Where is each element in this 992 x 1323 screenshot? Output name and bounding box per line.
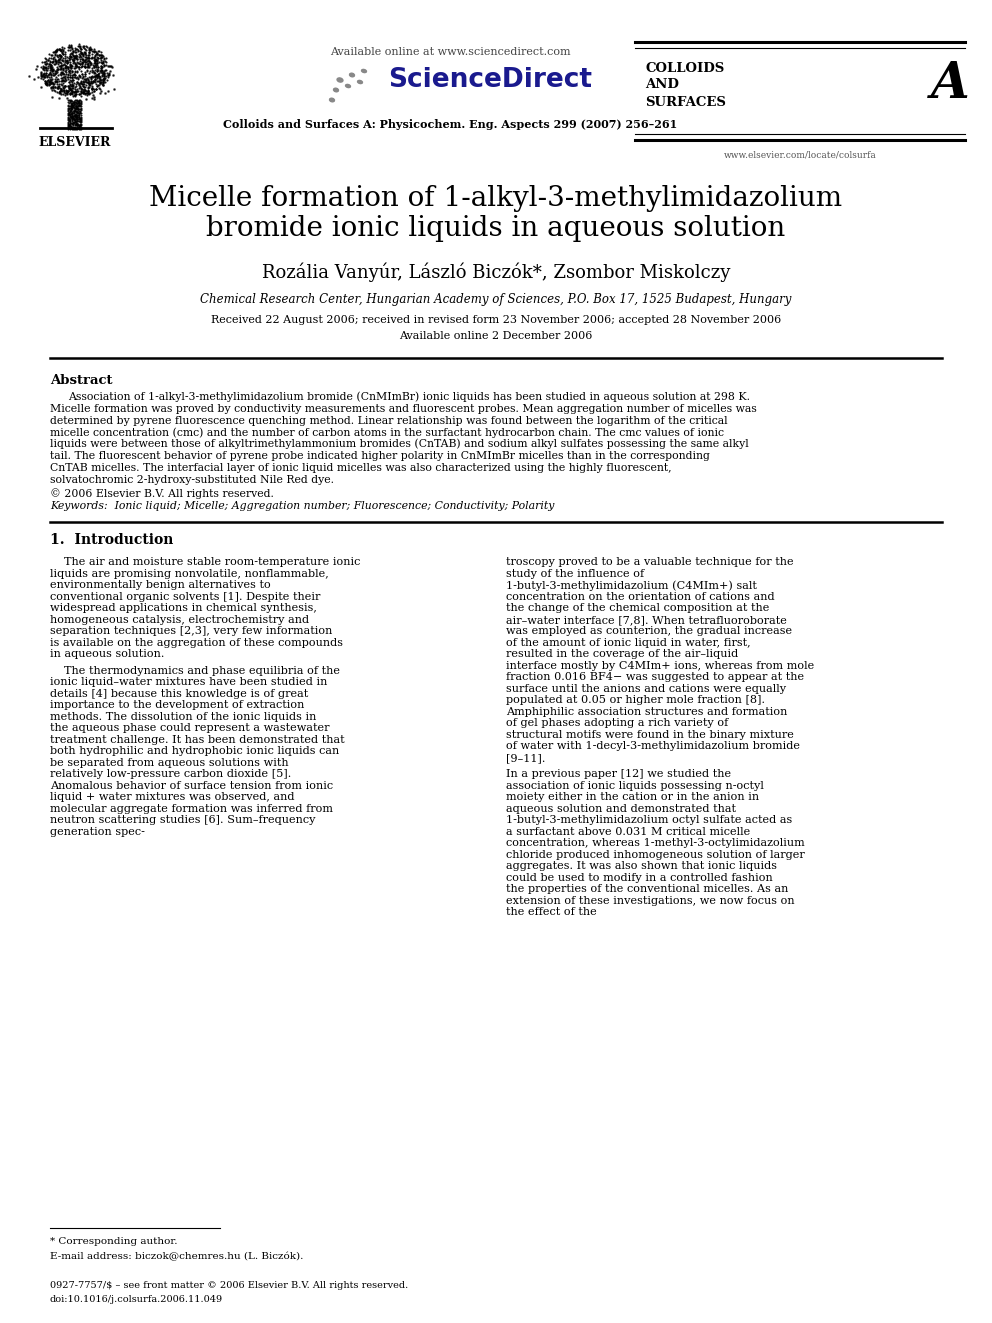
Text: in aqueous solution.: in aqueous solution. bbox=[50, 650, 165, 659]
Text: environmentally benign alternatives to: environmentally benign alternatives to bbox=[50, 581, 271, 590]
Text: © 2006 Elsevier B.V. All rights reserved.: © 2006 Elsevier B.V. All rights reserved… bbox=[50, 488, 274, 499]
Text: the effect of the: the effect of the bbox=[506, 908, 597, 917]
Text: details [4] because this knowledge is of great: details [4] because this knowledge is of… bbox=[50, 689, 309, 699]
Text: Micelle formation of 1-alkyl-3-methylimidazolium: Micelle formation of 1-alkyl-3-methylimi… bbox=[150, 184, 842, 212]
Text: solvatochromic 2-hydroxy-substituted Nile Red dye.: solvatochromic 2-hydroxy-substituted Nil… bbox=[50, 475, 334, 484]
Text: the aqueous phase could represent a wastewater: the aqueous phase could represent a wast… bbox=[50, 724, 329, 733]
Text: A: A bbox=[930, 61, 969, 110]
Text: CnTAB micelles. The interfacial layer of ionic liquid micelles was also characte: CnTAB micelles. The interfacial layer of… bbox=[50, 463, 672, 472]
Text: 0927-7757/$ – see front matter © 2006 Elsevier B.V. All rights reserved.: 0927-7757/$ – see front matter © 2006 El… bbox=[50, 1281, 409, 1290]
Text: Anomalous behavior of surface tension from ionic: Anomalous behavior of surface tension fr… bbox=[50, 781, 333, 791]
Text: ionic liquid–water mixtures have been studied in: ionic liquid–water mixtures have been st… bbox=[50, 677, 327, 688]
Text: Abstract: Abstract bbox=[50, 373, 112, 386]
Ellipse shape bbox=[337, 78, 343, 82]
Ellipse shape bbox=[349, 73, 354, 77]
Text: 1-butyl-3-methylimidazolium octyl sulfate acted as: 1-butyl-3-methylimidazolium octyl sulfat… bbox=[506, 815, 793, 826]
Text: The thermodynamics and phase equilibria of the: The thermodynamics and phase equilibria … bbox=[64, 665, 340, 676]
Text: methods. The dissolution of the ionic liquids in: methods. The dissolution of the ionic li… bbox=[50, 712, 316, 722]
Text: treatment challenge. It has been demonstrated that: treatment challenge. It has been demonst… bbox=[50, 734, 344, 745]
Text: is available on the aggregation of these compounds: is available on the aggregation of these… bbox=[50, 638, 343, 648]
Text: the change of the chemical composition at the: the change of the chemical composition a… bbox=[506, 603, 770, 614]
Text: conventional organic solvents [1]. Despite their: conventional organic solvents [1]. Despi… bbox=[50, 591, 320, 602]
Ellipse shape bbox=[345, 85, 350, 87]
Text: determined by pyrene fluorescence quenching method. Linear relationship was foun: determined by pyrene fluorescence quench… bbox=[50, 415, 727, 426]
Text: liquids are promising nonvolatile, nonflammable,: liquids are promising nonvolatile, nonfl… bbox=[50, 569, 328, 579]
Text: extension of these investigations, we now focus on: extension of these investigations, we no… bbox=[506, 896, 795, 906]
Text: widespread applications in chemical synthesis,: widespread applications in chemical synt… bbox=[50, 603, 316, 614]
Text: [9–11].: [9–11]. bbox=[506, 753, 546, 763]
Ellipse shape bbox=[333, 89, 338, 91]
Text: aqueous solution and demonstrated that: aqueous solution and demonstrated that bbox=[506, 804, 736, 814]
Text: neutron scattering studies [6]. Sum–frequency: neutron scattering studies [6]. Sum–freq… bbox=[50, 815, 315, 826]
Text: Association of 1-alkyl-3-methylimidazolium bromide (CnMImBr) ionic liquids has b: Association of 1-alkyl-3-methylimidazoli… bbox=[68, 392, 750, 402]
Text: importance to the development of extraction: importance to the development of extract… bbox=[50, 700, 305, 710]
Text: Received 22 August 2006; received in revised form 23 November 2006; accepted 28 : Received 22 August 2006; received in rev… bbox=[211, 315, 781, 325]
Text: surface until the anions and cations were equally: surface until the anions and cations wer… bbox=[506, 684, 786, 693]
Text: tail. The fluorescent behavior of pyrene probe indicated higher polarity in CnMI: tail. The fluorescent behavior of pyrene… bbox=[50, 451, 710, 460]
Text: the properties of the conventional micelles. As an: the properties of the conventional micel… bbox=[506, 884, 789, 894]
Text: structural motifs were found in the binary mixture: structural motifs were found in the bina… bbox=[506, 730, 794, 740]
Text: of the amount of ionic liquid in water, first,: of the amount of ionic liquid in water, … bbox=[506, 638, 751, 648]
Text: Available online at www.sciencedirect.com: Available online at www.sciencedirect.co… bbox=[329, 48, 570, 57]
Text: SURFACES: SURFACES bbox=[645, 97, 726, 110]
Text: be separated from aqueous solutions with: be separated from aqueous solutions with bbox=[50, 758, 289, 767]
Text: a surfactant above 0.031 M critical micelle: a surfactant above 0.031 M critical mice… bbox=[506, 827, 750, 837]
Text: of gel phases adopting a rich variety of: of gel phases adopting a rich variety of bbox=[506, 718, 728, 729]
Text: 1.  Introduction: 1. Introduction bbox=[50, 533, 174, 548]
Text: Micelle formation was proved by conductivity measurements and fluorescent probes: Micelle formation was proved by conducti… bbox=[50, 404, 757, 414]
Text: www.elsevier.com/locate/colsurfa: www.elsevier.com/locate/colsurfa bbox=[723, 151, 876, 160]
Text: troscopy proved to be a valuable technique for the: troscopy proved to be a valuable techniq… bbox=[506, 557, 794, 568]
Text: E-mail address: biczok@chemres.hu (L. Biczók).: E-mail address: biczok@chemres.hu (L. Bi… bbox=[50, 1253, 304, 1262]
Text: Available online 2 December 2006: Available online 2 December 2006 bbox=[400, 331, 592, 341]
Text: doi:10.1016/j.colsurfa.2006.11.049: doi:10.1016/j.colsurfa.2006.11.049 bbox=[50, 1295, 223, 1304]
Text: resulted in the coverage of the air–liquid: resulted in the coverage of the air–liqu… bbox=[506, 650, 738, 659]
Text: Rozália Vanyúr, László Biczók*, Zsombor Miskolczy: Rozália Vanyúr, László Biczók*, Zsombor … bbox=[262, 262, 730, 282]
Text: liquid + water mixtures was observed, and: liquid + water mixtures was observed, an… bbox=[50, 792, 295, 803]
Ellipse shape bbox=[357, 81, 362, 83]
Text: homogeneous catalysis, electrochemistry and: homogeneous catalysis, electrochemistry … bbox=[50, 615, 310, 624]
Text: In a previous paper [12] we studied the: In a previous paper [12] we studied the bbox=[506, 770, 731, 779]
Text: fraction 0.016 BF4− was suggested to appear at the: fraction 0.016 BF4− was suggested to app… bbox=[506, 672, 805, 683]
Text: study of the influence of: study of the influence of bbox=[506, 569, 644, 579]
Text: 1-butyl-3-methylimidazolium (C4MIm+) salt: 1-butyl-3-methylimidazolium (C4MIm+) sal… bbox=[506, 579, 757, 590]
Text: concentration, whereas 1-methyl-3-octylimidazolium: concentration, whereas 1-methyl-3-octyli… bbox=[506, 839, 805, 848]
Text: aggregates. It was also shown that ionic liquids: aggregates. It was also shown that ionic… bbox=[506, 861, 777, 872]
Text: AND: AND bbox=[645, 78, 679, 91]
Text: micelle concentration (cmc) and the number of carbon atoms in the surfactant hyd: micelle concentration (cmc) and the numb… bbox=[50, 427, 724, 438]
Text: Keywords:  Ionic liquid; Micelle; Aggregation number; Fluorescence; Conductivity: Keywords: Ionic liquid; Micelle; Aggrega… bbox=[50, 501, 555, 512]
Text: * Corresponding author.: * Corresponding author. bbox=[50, 1237, 178, 1246]
Text: air–water interface [7,8]. When tetrafluoroborate: air–water interface [7,8]. When tetraflu… bbox=[506, 615, 787, 624]
Text: Amphiphilic association structures and formation: Amphiphilic association structures and f… bbox=[506, 706, 788, 717]
Text: was employed as counterion, the gradual increase: was employed as counterion, the gradual … bbox=[506, 626, 793, 636]
Text: ScienceDirect: ScienceDirect bbox=[388, 67, 592, 93]
Text: could be used to modify in a controlled fashion: could be used to modify in a controlled … bbox=[506, 873, 773, 882]
Text: generation spec-: generation spec- bbox=[50, 827, 145, 837]
Text: interface mostly by C4MIm+ ions, whereas from mole: interface mostly by C4MIm+ ions, whereas… bbox=[506, 662, 814, 671]
Ellipse shape bbox=[361, 69, 366, 73]
Text: both hydrophilic and hydrophobic ionic liquids can: both hydrophilic and hydrophobic ionic l… bbox=[50, 746, 339, 757]
Text: The air and moisture stable room-temperature ionic: The air and moisture stable room-tempera… bbox=[64, 557, 360, 568]
Text: Chemical Research Center, Hungarian Academy of Sciences, P.O. Box 17, 1525 Budap: Chemical Research Center, Hungarian Acad… bbox=[200, 294, 792, 307]
Text: association of ionic liquids possessing n-octyl: association of ionic liquids possessing … bbox=[506, 781, 764, 791]
Text: COLLOIDS: COLLOIDS bbox=[645, 61, 724, 74]
Text: chloride produced inhomogeneous solution of larger: chloride produced inhomogeneous solution… bbox=[506, 849, 805, 860]
Text: relatively low-pressure carbon dioxide [5].: relatively low-pressure carbon dioxide [… bbox=[50, 770, 292, 779]
Text: molecular aggregate formation was inferred from: molecular aggregate formation was inferr… bbox=[50, 804, 333, 814]
Text: populated at 0.05 or higher mole fraction [8].: populated at 0.05 or higher mole fractio… bbox=[506, 696, 765, 705]
Text: separation techniques [2,3], very few information: separation techniques [2,3], very few in… bbox=[50, 626, 332, 636]
Ellipse shape bbox=[329, 98, 334, 102]
Text: moiety either in the cation or in the anion in: moiety either in the cation or in the an… bbox=[506, 792, 759, 803]
Text: of water with 1-decyl-3-methylimidazolium bromide: of water with 1-decyl-3-methylimidazoliu… bbox=[506, 741, 800, 751]
Text: liquids were between those of alkyltrimethylammonium bromides (CnTAB) and sodium: liquids were between those of alkyltrime… bbox=[50, 439, 749, 450]
Text: bromide ionic liquids in aqueous solution: bromide ionic liquids in aqueous solutio… bbox=[206, 214, 786, 242]
Text: ELSEVIER: ELSEVIER bbox=[39, 136, 111, 149]
Text: Colloids and Surfaces A: Physicochem. Eng. Aspects 299 (2007) 256–261: Colloids and Surfaces A: Physicochem. En… bbox=[223, 119, 678, 131]
Text: concentration on the orientation of cations and: concentration on the orientation of cati… bbox=[506, 591, 775, 602]
